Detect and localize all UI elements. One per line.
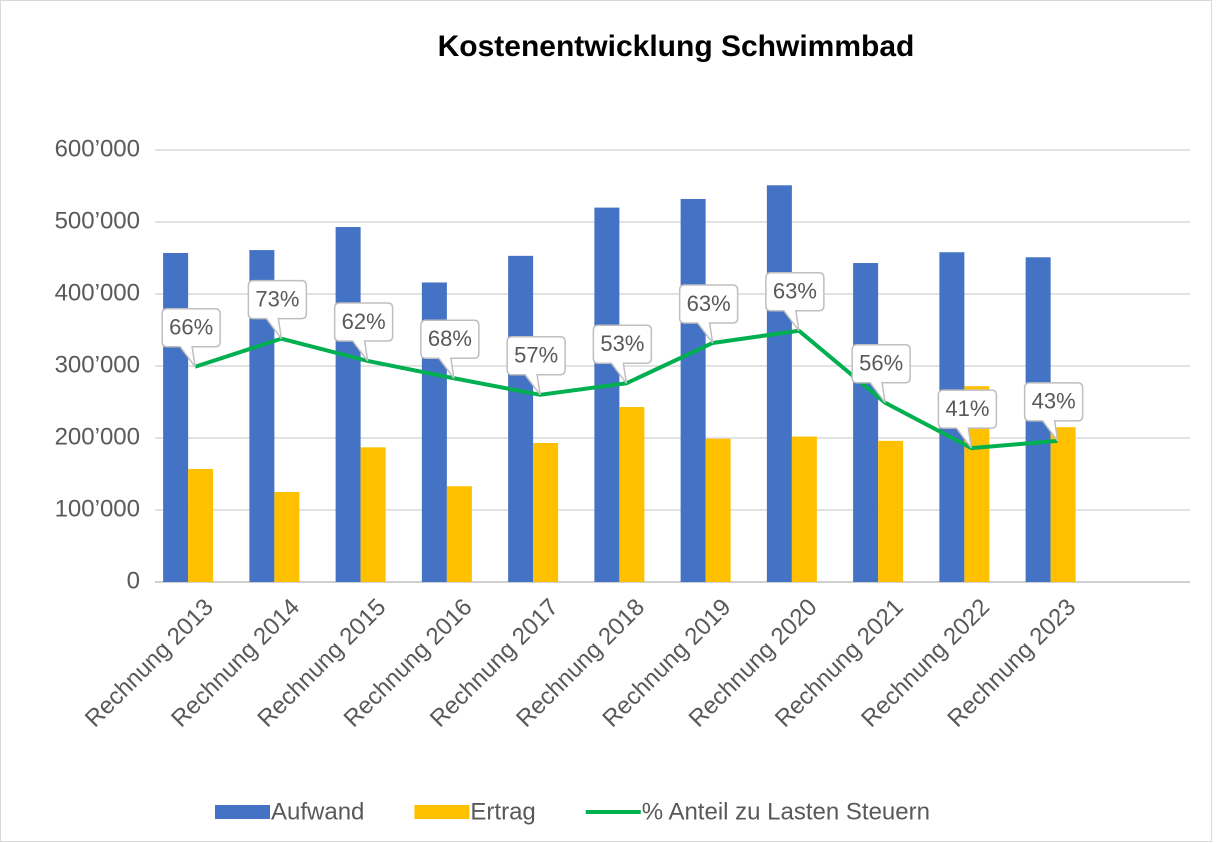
callout [851, 343, 911, 404]
bar [188, 468, 214, 582]
bar [594, 207, 620, 582]
bar [791, 436, 817, 582]
bar [446, 486, 472, 582]
legend-label: % Anteil zu Lasten Steuern [642, 798, 930, 825]
data-label: 73% [255, 286, 299, 311]
y-tick-label: 600’000 [55, 135, 140, 162]
callout [678, 284, 739, 344]
callout [765, 271, 825, 332]
bar [705, 438, 731, 582]
callout [247, 279, 308, 340]
data-label: 62% [342, 309, 386, 334]
legend-label: Aufwand [271, 798, 364, 825]
y-tick-label: 100’000 [55, 495, 140, 522]
bar [680, 198, 706, 582]
callout [333, 302, 394, 362]
callout [592, 324, 653, 384]
bar [335, 227, 361, 583]
y-tick-label: 300’000 [55, 351, 140, 378]
y-tick-label: 400’000 [55, 279, 140, 306]
bar [853, 263, 879, 582]
y-tick-label: 200’000 [55, 423, 140, 450]
data-label: 63% [687, 291, 731, 316]
bar [766, 185, 792, 582]
callout [420, 319, 480, 379]
callout [506, 336, 566, 396]
data-label: 66% [169, 315, 213, 340]
callout [937, 389, 998, 449]
data-label: 43% [1032, 389, 1076, 414]
bar [163, 252, 189, 582]
data-label: 57% [514, 343, 558, 368]
bar [878, 440, 904, 582]
y-tick-label: 500’000 [55, 207, 140, 234]
data-label: 63% [773, 279, 817, 304]
legend-label: Ertrag [470, 798, 535, 825]
data-label: 53% [600, 331, 644, 356]
bar [533, 443, 559, 582]
bar [360, 447, 386, 582]
bar [508, 255, 534, 582]
y-tick-label: 0 [127, 567, 140, 594]
bar [274, 492, 300, 582]
data-label: 41% [945, 396, 989, 421]
legend-swatch [414, 805, 470, 819]
bar [1050, 427, 1076, 582]
callout [1023, 382, 1084, 442]
data-label: 68% [428, 326, 472, 351]
data-label: 56% [859, 351, 903, 376]
bar [619, 407, 645, 582]
chart-title: Kostenentwicklung Schwimmbad [438, 30, 915, 63]
legend-swatch [215, 805, 270, 819]
callout [161, 307, 221, 368]
